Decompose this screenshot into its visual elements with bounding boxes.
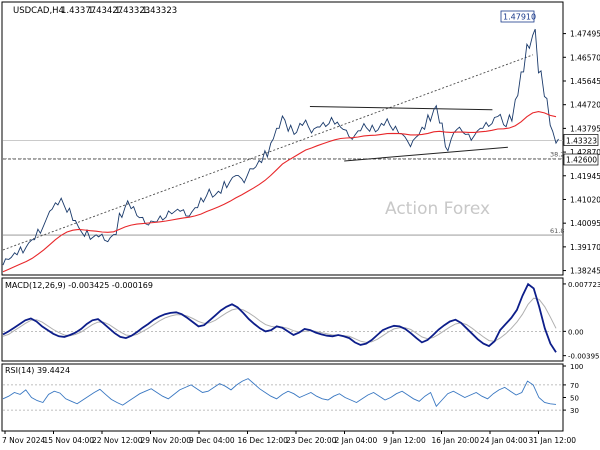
rsi-tick-label: 30 bbox=[570, 407, 579, 415]
ohlc-low: 1.43323 bbox=[115, 6, 150, 16]
fib-38-label: 38.2 bbox=[550, 151, 564, 159]
rsi-tick-label: 100 bbox=[570, 363, 583, 371]
fib-61-label: 61.8 bbox=[550, 227, 564, 235]
rsi-tick-label: 50 bbox=[570, 395, 579, 403]
ohlc-open: 1.43377 bbox=[61, 6, 96, 16]
time-tick-label: 15 Nov 04:00 bbox=[44, 436, 95, 445]
price-tick-label: 1.41020 bbox=[570, 195, 600, 204]
macd-tick-label: 0.007723 bbox=[568, 281, 600, 289]
macd-main-line bbox=[2, 282, 557, 353]
price-tick-label: 1.44720 bbox=[570, 101, 600, 110]
time-tick-label: 16 Jan 20:00 bbox=[432, 436, 480, 445]
price-tick-label: 1.39170 bbox=[570, 243, 600, 252]
price-tick-label: 1.43795 bbox=[570, 124, 600, 133]
rsi-line bbox=[2, 378, 557, 408]
price-tick-label: 1.45645 bbox=[570, 77, 600, 86]
price-tick-label: 1.40095 bbox=[570, 219, 600, 228]
symbol-ohlc-header: USDCAD,H4 bbox=[13, 6, 64, 16]
price-tick-label: 1.42870 bbox=[570, 148, 600, 157]
rsi-tick-label: 70 bbox=[570, 382, 579, 390]
price-panel: USDCAD,H4 1.43377 1.43427 1.43323 1.4332… bbox=[1, 1, 600, 276]
macd-label: MACD(12,26,9) -0.003425 -0.000169 bbox=[5, 281, 153, 290]
channel-upper-line bbox=[309, 105, 493, 111]
moving-average-line bbox=[2, 111, 557, 273]
svg-text:1.47910: 1.47910 bbox=[503, 13, 536, 22]
channel-lower-line bbox=[344, 146, 508, 162]
time-tick-label: 24 Jan 04:00 bbox=[480, 436, 528, 445]
rsi-label: RSI(14) 39.4424 bbox=[5, 366, 70, 375]
macd-panel: MACD(12,26,9) -0.003425 -0.000169 0.0077… bbox=[1, 277, 600, 362]
time-tick-label: 7 Nov 2024 bbox=[2, 436, 45, 445]
macd-tick-label: 0.00 bbox=[568, 328, 584, 336]
price-tick-label: 1.46570 bbox=[570, 53, 600, 62]
svg-text:1.42600: 1.42600 bbox=[566, 155, 597, 164]
price-tick-label: 1.47495 bbox=[570, 30, 600, 39]
ohlc-close: 1.43323 bbox=[142, 6, 177, 16]
current-price-box: 1.43323 bbox=[563, 134, 599, 146]
price-tick-label: 1.38245 bbox=[570, 267, 600, 276]
macd-tick-label: -0.003956 bbox=[568, 353, 600, 361]
time-tick-label: 31 Jan 12:00 bbox=[529, 436, 577, 445]
peak-price-label: 1.47910 bbox=[500, 10, 536, 23]
time-tick-label: 23 Dec 20:00 bbox=[286, 436, 337, 445]
time-tick-label: 29 Nov 20:00 bbox=[141, 436, 192, 445]
rsi-panel: RSI(14) 39.4424 100 70 50 30 bbox=[1, 363, 583, 432]
watermark: Action Forex bbox=[385, 199, 490, 219]
ohlc-high: 1.43427 bbox=[88, 6, 123, 16]
support-price-box: 1.42600 bbox=[563, 153, 599, 166]
svg-text:1.43323: 1.43323 bbox=[566, 136, 597, 145]
price-tick-label: 1.41945 bbox=[570, 172, 600, 181]
time-tick-label: 16 Dec 12:00 bbox=[238, 436, 289, 445]
time-tick-label: 9 Dec 04:00 bbox=[189, 436, 235, 445]
time-tick-label: 9 Jan 12:00 bbox=[383, 436, 426, 445]
time-tick-label: 22 Nov 12:00 bbox=[92, 436, 143, 445]
time-tick-label: 2 Jan 04:00 bbox=[335, 436, 378, 445]
price-series-line bbox=[2, 28, 559, 266]
